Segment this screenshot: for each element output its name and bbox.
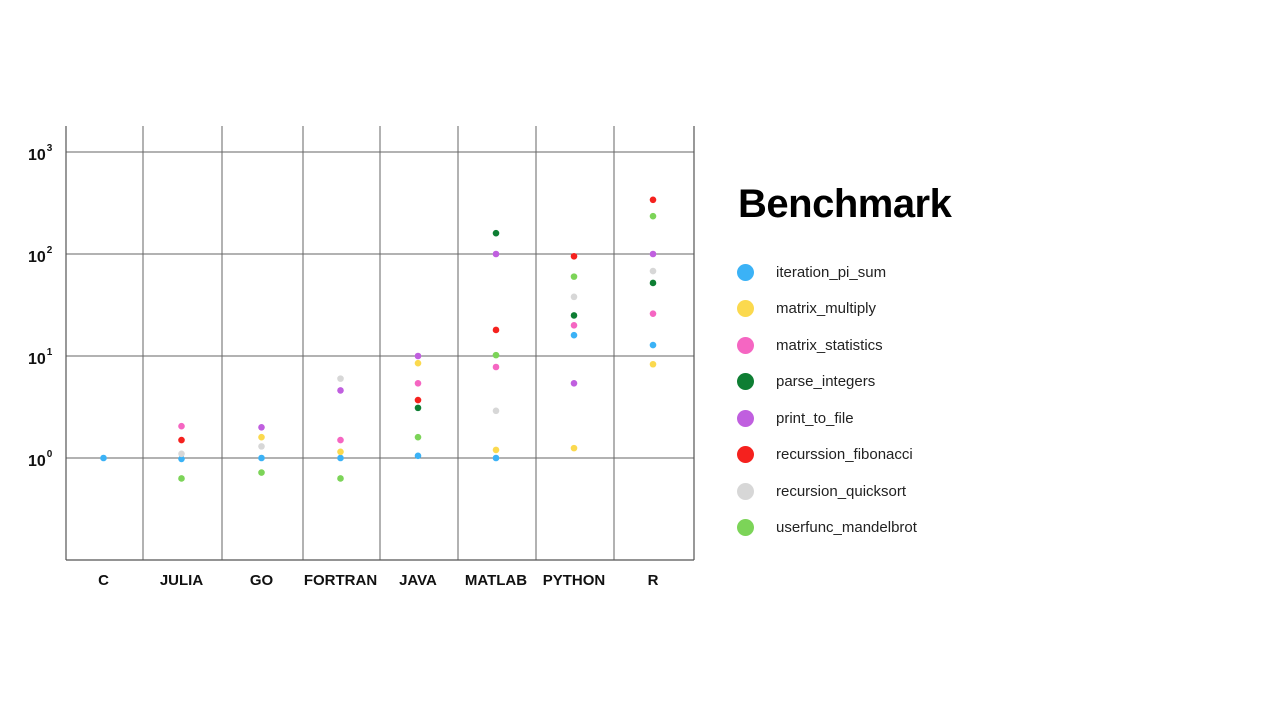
data-point-matrix_multiply bbox=[571, 445, 578, 452]
data-point-iteration_pi_sum bbox=[650, 342, 657, 349]
y-tick-label: 103 bbox=[28, 143, 53, 164]
y-tick-exponent: 0 bbox=[47, 449, 53, 460]
data-point-userfunc_mandelbrot bbox=[571, 273, 578, 280]
data-point-print_to_file bbox=[337, 387, 344, 394]
legend-label: userfunc_mandelbrot bbox=[776, 519, 917, 536]
data-point-parse_integers bbox=[650, 280, 657, 287]
data-points bbox=[100, 196, 656, 481]
x-tick-label: JAVA bbox=[399, 572, 437, 589]
y-tick-base: 10 bbox=[28, 453, 46, 470]
chart-legend: iteration_pi_sum matrix_multiply matrix_st… bbox=[737, 254, 917, 546]
data-point-print_to_file bbox=[493, 251, 500, 258]
data-point-iteration_pi_sum bbox=[258, 455, 265, 462]
chart-grid bbox=[66, 126, 694, 560]
data-point-recursion_quicksort bbox=[258, 443, 265, 450]
data-point-matrix_multiply bbox=[493, 447, 500, 454]
legend-item: userfunc_mandelbrot bbox=[737, 510, 917, 547]
x-tick-label: MATLAB bbox=[465, 572, 527, 589]
y-tick-exponent: 3 bbox=[47, 143, 53, 154]
data-point-recursion_quicksort bbox=[650, 268, 657, 275]
data-point-recurssion_fibonacci bbox=[571, 253, 578, 260]
data-point-recurssion_fibonacci bbox=[650, 196, 657, 203]
data-point-iteration_pi_sum bbox=[493, 455, 500, 462]
data-point-iteration_pi_sum bbox=[571, 332, 578, 339]
data-point-recurssion_fibonacci bbox=[493, 327, 500, 334]
data-point-parse_integers bbox=[415, 405, 422, 412]
legend-swatch bbox=[737, 264, 754, 281]
legend-item: matrix_multiply bbox=[737, 291, 917, 328]
data-point-parse_integers bbox=[493, 230, 500, 237]
legend-label: print_to_file bbox=[776, 410, 854, 427]
legend-label: recursion_quicksort bbox=[776, 483, 906, 500]
y-tick-base: 10 bbox=[28, 249, 46, 266]
data-point-recurssion_fibonacci bbox=[178, 437, 185, 444]
data-point-recursion_quicksort bbox=[178, 450, 185, 457]
data-point-recursion_quicksort bbox=[571, 294, 578, 301]
x-tick-label: PYTHON bbox=[543, 572, 606, 589]
data-point-recurssion_fibonacci bbox=[415, 397, 422, 404]
x-tick-label: JULIA bbox=[160, 572, 204, 589]
legend-label: parse_integers bbox=[776, 373, 875, 390]
legend-swatch bbox=[737, 337, 754, 354]
legend-item: recurssion_fibonacci bbox=[737, 437, 917, 474]
y-tick-exponent: 2 bbox=[47, 245, 53, 256]
data-point-matrix_statistics bbox=[493, 364, 500, 371]
x-axis-labels: C JULIA GO FORTRAN JAVA MATLAB PYTHON R bbox=[98, 572, 659, 589]
y-tick-label: 101 bbox=[28, 347, 53, 368]
x-tick-label: C bbox=[98, 572, 109, 589]
legend-swatch bbox=[737, 300, 754, 317]
legend-swatch bbox=[737, 519, 754, 536]
y-tick-base: 10 bbox=[28, 147, 46, 164]
data-point-matrix_statistics bbox=[415, 380, 422, 387]
y-tick-base: 10 bbox=[28, 351, 46, 368]
data-point-userfunc_mandelbrot bbox=[178, 475, 185, 482]
y-tick-label: 102 bbox=[28, 245, 53, 266]
legend-item: parse_integers bbox=[737, 364, 917, 401]
legend-swatch bbox=[737, 410, 754, 427]
x-tick-label: GO bbox=[250, 572, 274, 589]
legend-item: iteration_pi_sum bbox=[737, 254, 917, 291]
data-point-recursion_quicksort bbox=[337, 375, 344, 382]
data-point-matrix_multiply bbox=[337, 449, 344, 456]
data-point-userfunc_mandelbrot bbox=[258, 469, 265, 476]
data-point-matrix_multiply bbox=[650, 361, 657, 368]
data-point-iteration_pi_sum bbox=[415, 453, 422, 460]
y-tick-label: 100 bbox=[28, 449, 53, 470]
legend-swatch bbox=[737, 446, 754, 463]
data-point-userfunc_mandelbrot bbox=[650, 213, 657, 220]
data-point-parse_integers bbox=[571, 312, 578, 319]
data-point-matrix_statistics bbox=[337, 437, 344, 444]
data-point-matrix_statistics bbox=[650, 310, 657, 317]
data-point-matrix_multiply bbox=[258, 434, 265, 441]
data-point-iteration_pi_sum bbox=[100, 455, 107, 462]
data-point-print_to_file bbox=[571, 380, 578, 387]
data-point-userfunc_mandelbrot bbox=[493, 352, 500, 359]
legend-swatch bbox=[737, 373, 754, 390]
y-tick-exponent: 1 bbox=[47, 347, 53, 358]
data-point-matrix_statistics bbox=[571, 322, 578, 329]
data-point-recursion_quicksort bbox=[493, 408, 500, 415]
data-point-iteration_pi_sum bbox=[337, 455, 344, 462]
data-point-print_to_file bbox=[258, 424, 265, 431]
legend-label: recurssion_fibonacci bbox=[776, 446, 913, 463]
legend-item: matrix_statistics bbox=[737, 327, 917, 364]
legend-label: matrix_statistics bbox=[776, 337, 883, 354]
data-point-print_to_file bbox=[415, 353, 422, 360]
data-point-userfunc_mandelbrot bbox=[337, 475, 344, 482]
chart-title: Benchmark bbox=[738, 182, 951, 227]
legend-label: iteration_pi_sum bbox=[776, 264, 886, 281]
data-point-userfunc_mandelbrot bbox=[415, 434, 422, 441]
legend-label: matrix_multiply bbox=[776, 300, 876, 317]
legend-item: print_to_file bbox=[737, 400, 917, 437]
legend-item: recursion_quicksort bbox=[737, 473, 917, 510]
data-point-print_to_file bbox=[650, 251, 657, 258]
x-tick-label: FORTRAN bbox=[304, 572, 377, 589]
data-point-matrix_multiply bbox=[415, 360, 422, 367]
legend-swatch bbox=[737, 483, 754, 500]
data-point-matrix_statistics bbox=[178, 423, 185, 430]
x-tick-label: R bbox=[648, 572, 659, 589]
